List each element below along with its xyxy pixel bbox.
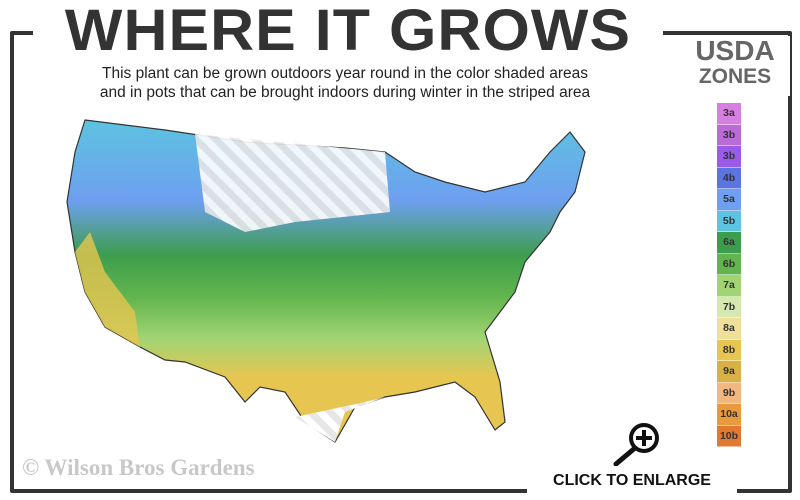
zone-swatch-7a: 7a: [717, 275, 741, 297]
zone-legend: 3a 3b 3b 4b 5a 5b 6a 6b 7a 7b 8a 8b 9a 9b 10a 10b: [717, 103, 741, 447]
zone-swatch-3a: 3a: [717, 103, 741, 125]
zone-swatch-9a: 9a: [717, 361, 741, 383]
california-coast-zone: [75, 232, 140, 347]
zone-swatch-5b: 5b: [717, 210, 741, 232]
subtitle-line-1: This plant can be grown outdoors year ro…: [102, 65, 588, 82]
zone-swatch-8b: 8b: [717, 339, 741, 361]
zone-swatch-9b: 9b: [717, 382, 741, 404]
click-to-enlarge-button[interactable]: CLICK TO ENLARGE: [527, 466, 737, 496]
subtitle-line-2: and in pots that can be brought indoors …: [99, 84, 591, 101]
zone-swatch-3b: 3b: [717, 124, 741, 146]
zone-swatch-10a: 10a: [717, 404, 741, 426]
zone-swatch-7b: 7b: [717, 296, 741, 318]
zone-swatch-6a: 6a: [717, 232, 741, 254]
copyright-watermark: © Wilson Bros Gardens: [22, 455, 255, 480]
zone-swatch-6b: 6b: [717, 253, 741, 275]
striped-zone-south: [295, 397, 385, 442]
subtitle: This plant can be grown outdoors year ro…: [40, 64, 650, 102]
zone-swatch-4b: 4b: [717, 167, 741, 189]
magnifier-plus-icon[interactable]: [610, 422, 662, 466]
zone-swatch-5a: 5a: [717, 189, 741, 211]
legend-title-line-1: USDA: [695, 35, 775, 66]
usda-zone-map[interactable]: [45, 112, 605, 457]
legend-title-line-2: ZONES: [698, 65, 772, 88]
zone-swatch-8a: 8a: [717, 318, 741, 340]
us-map-shape: [66, 119, 586, 443]
zone-swatch-10b: 10b: [717, 425, 741, 447]
striped-zone-north: [195, 134, 390, 232]
legend-title: USDA ZONES: [650, 36, 790, 96]
zone-swatch-3b: 3b: [717, 146, 741, 168]
page-title: WHERE IT GROWS: [33, 0, 663, 62]
